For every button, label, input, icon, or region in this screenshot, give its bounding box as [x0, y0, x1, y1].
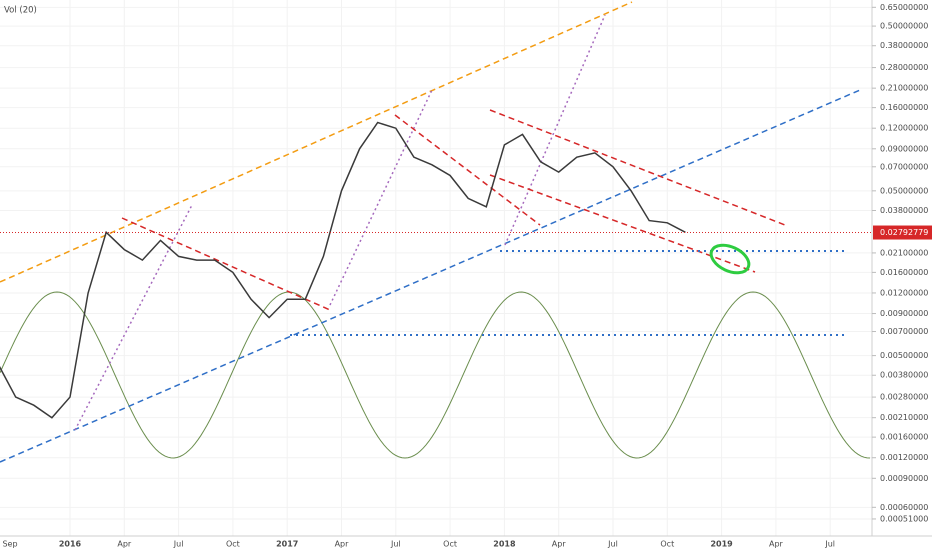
y-tick-label: 0.00900000	[880, 309, 928, 318]
y-tick-label: 0.01600000	[880, 268, 928, 277]
trend-line	[121, 217, 331, 311]
y-tick-label: 0.21000000	[880, 84, 928, 93]
y-tick-label: 0.00160000	[880, 433, 928, 442]
highlight-ellipse	[709, 243, 751, 275]
x-tick-label: Apr	[117, 540, 132, 549]
y-tick-label: 0.00700000	[880, 327, 928, 336]
x-tick-label: Sep	[2, 540, 17, 549]
x-tick-label: 2016	[59, 540, 82, 549]
y-tick-label: 0.09000000	[880, 144, 928, 153]
y-tick-label: 0.16000000	[880, 103, 928, 112]
sine-wave	[0, 291, 871, 459]
legend-label: Vol (20)	[4, 6, 37, 16]
y-tick-label: 0.38000000	[880, 41, 928, 50]
y-tick-label: 0.00210000	[880, 413, 928, 422]
y-tick-label: 0.02100000	[880, 248, 928, 257]
trend-line	[74, 204, 193, 431]
trend-line	[504, 14, 606, 246]
price-line	[0, 121, 686, 419]
y-tick-label: 0.00090000	[880, 474, 928, 483]
trend-line	[0, 89, 861, 463]
y-tick-label: 0.00280000	[880, 393, 928, 402]
y-tick-label: 0.00051000	[880, 514, 928, 523]
y-tick-label: 0.01200000	[880, 288, 928, 297]
y-tick-label: 0.12000000	[880, 124, 928, 133]
y-tick-label: 0.05000000	[880, 186, 928, 195]
y-tick-label: 0.00500000	[880, 351, 928, 360]
y-tick-label: 0.65000000	[880, 3, 928, 12]
grid	[0, 0, 872, 536]
x-tick-label: 2017	[276, 540, 298, 549]
x-tick-label: Jul	[824, 540, 835, 549]
y-tick-label: 0.00380000	[880, 371, 928, 380]
y-tick-label: 0.00120000	[880, 453, 928, 462]
x-tick-label: Apr	[335, 540, 350, 549]
y-tick-label: 0.07000000	[880, 162, 928, 171]
x-tick-label: Oct	[660, 540, 674, 549]
x-tick-label: Jul	[607, 540, 618, 549]
last-price-label: 0.02792779	[880, 228, 928, 237]
y-tick-label: 0.00060000	[880, 503, 928, 512]
x-tick-label: 2018	[493, 540, 516, 549]
trend-line	[394, 114, 541, 226]
x-tick-label: 2019	[710, 540, 733, 549]
x-tick-label: Apr	[552, 540, 567, 549]
x-tick-label: Jul	[173, 540, 184, 549]
x-tick-label: Apr	[769, 540, 784, 549]
trend-line	[489, 109, 786, 226]
y-tick-label: 0.03800000	[880, 206, 928, 215]
y-tick-label: 0.50000000	[880, 22, 928, 31]
x-tick-label: Jul	[390, 540, 401, 549]
x-tick-label: Oct	[443, 540, 457, 549]
last-price-box	[873, 225, 932, 240]
y-tick-label: 0.28000000	[880, 63, 928, 72]
x-tick-label: Oct	[226, 540, 240, 549]
